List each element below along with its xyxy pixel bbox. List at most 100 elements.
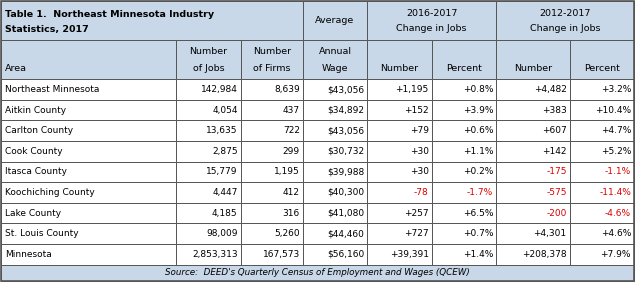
Bar	[496, 1, 634, 40]
Bar	[432, 203, 496, 223]
Text: 2012-2017: 2012-2017	[539, 9, 591, 18]
Bar	[496, 40, 570, 79]
Text: +10.4%: +10.4%	[595, 106, 631, 114]
Text: $34,892: $34,892	[327, 106, 364, 114]
Text: Aitkin County: Aitkin County	[5, 106, 66, 114]
Bar	[367, 100, 432, 120]
Text: +0.7%: +0.7%	[462, 229, 493, 238]
Text: Source:  DEED's Quarterly Census of Employment and Wages (QCEW): Source: DEED's Quarterly Census of Emplo…	[165, 268, 470, 277]
Text: $43,056: $43,056	[327, 126, 364, 135]
Bar	[176, 203, 241, 223]
Bar	[496, 100, 570, 120]
Text: +5.2%: +5.2%	[601, 147, 631, 156]
Bar	[303, 100, 367, 120]
Text: +4,301: +4,301	[533, 229, 566, 238]
Bar	[303, 40, 367, 79]
Text: 142,984: 142,984	[201, 85, 237, 94]
Bar	[176, 244, 241, 265]
Bar	[367, 40, 432, 79]
Text: +0.2%: +0.2%	[463, 168, 493, 176]
Text: 8,639: 8,639	[274, 85, 300, 94]
Bar	[241, 203, 303, 223]
Bar	[496, 182, 570, 203]
Bar	[367, 1, 496, 40]
Bar	[241, 162, 303, 182]
Bar	[1, 162, 176, 182]
Text: -575: -575	[546, 188, 566, 197]
Bar	[303, 182, 367, 203]
Bar	[367, 162, 432, 182]
Text: 4,054: 4,054	[212, 106, 237, 114]
Text: +607: +607	[542, 126, 566, 135]
Bar	[570, 223, 634, 244]
Bar	[1, 100, 176, 120]
Text: -78: -78	[414, 188, 429, 197]
Text: $43,056: $43,056	[327, 85, 364, 94]
Bar	[241, 244, 303, 265]
Text: Number: Number	[189, 47, 227, 56]
Bar	[1, 244, 176, 265]
Bar	[432, 120, 496, 141]
Bar	[241, 100, 303, 120]
Text: 98,009: 98,009	[206, 229, 237, 238]
Text: 316: 316	[283, 209, 300, 217]
Text: +1.4%: +1.4%	[463, 250, 493, 259]
Bar	[432, 182, 496, 203]
Text: +3.9%: +3.9%	[462, 106, 493, 114]
Text: Number: Number	[380, 64, 418, 73]
Text: +4,482: +4,482	[533, 85, 566, 94]
Text: +3.2%: +3.2%	[601, 85, 631, 94]
Bar	[1, 79, 176, 100]
Text: Koochiching County: Koochiching County	[5, 188, 95, 197]
Text: 15,779: 15,779	[206, 168, 237, 176]
Bar	[367, 203, 432, 223]
Text: of Jobs: of Jobs	[192, 64, 224, 73]
Bar	[496, 162, 570, 182]
Bar	[303, 141, 367, 162]
Bar	[432, 100, 496, 120]
Bar	[367, 182, 432, 203]
Bar	[1, 120, 176, 141]
Text: Cook County: Cook County	[5, 147, 63, 156]
Text: -4.6%: -4.6%	[605, 209, 631, 217]
Bar	[432, 244, 496, 265]
Text: Change in Jobs: Change in Jobs	[530, 24, 600, 33]
Text: -1.1%: -1.1%	[605, 168, 631, 176]
Text: 2016-2017: 2016-2017	[406, 9, 457, 18]
Bar	[367, 141, 432, 162]
Bar	[570, 120, 634, 141]
Bar	[176, 223, 241, 244]
Text: 722: 722	[283, 126, 300, 135]
Bar	[176, 162, 241, 182]
Text: $41,080: $41,080	[327, 209, 364, 217]
Text: $44,460: $44,460	[328, 229, 364, 238]
Text: 299: 299	[283, 147, 300, 156]
Bar	[241, 182, 303, 203]
Bar	[1, 203, 176, 223]
Bar	[496, 120, 570, 141]
Bar	[241, 79, 303, 100]
Text: St. Louis County: St. Louis County	[5, 229, 79, 238]
Text: -1.7%: -1.7%	[467, 188, 493, 197]
Text: 412: 412	[283, 188, 300, 197]
Text: +4.6%: +4.6%	[601, 229, 631, 238]
Bar	[1, 1, 303, 40]
Text: +208,378: +208,378	[522, 250, 566, 259]
Text: $40,300: $40,300	[327, 188, 364, 197]
Bar	[570, 244, 634, 265]
Text: +142: +142	[542, 147, 566, 156]
Bar	[1, 141, 176, 162]
Text: Lake County: Lake County	[5, 209, 61, 217]
Bar	[303, 1, 367, 40]
Text: Itasca County: Itasca County	[5, 168, 67, 176]
Bar	[570, 100, 634, 120]
Bar	[570, 79, 634, 100]
Text: $56,160: $56,160	[327, 250, 364, 259]
Bar	[1, 182, 176, 203]
Bar	[303, 244, 367, 265]
Text: Annual: Annual	[319, 47, 352, 56]
Bar	[241, 40, 303, 79]
Bar	[496, 203, 570, 223]
Bar	[1, 40, 176, 79]
Text: 4,447: 4,447	[212, 188, 237, 197]
